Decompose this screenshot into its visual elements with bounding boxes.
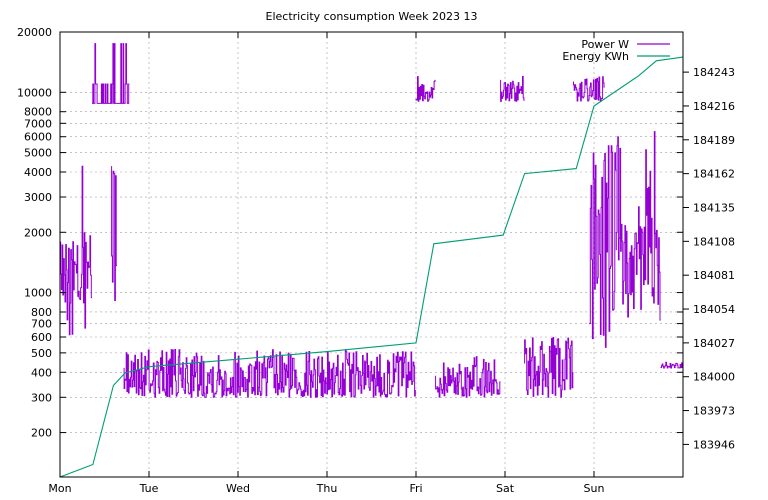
energy-series-line <box>59 56 684 478</box>
power-series-segment <box>524 336 574 398</box>
power-series-segment <box>500 76 525 102</box>
x-tick-label: Sun <box>584 482 605 495</box>
y2-tick-label: 184081 <box>693 269 735 282</box>
chart-title: Electricity consumption Week 2023 13 <box>266 10 478 23</box>
y2-tick-label: 183973 <box>693 405 735 418</box>
x-tick-label: Mon <box>48 482 71 495</box>
y2-tick-label: 184000 <box>693 371 735 384</box>
x-tick-label: Tue <box>139 482 159 495</box>
y-tick-label: 500 <box>31 347 52 360</box>
power-series-segment <box>589 145 617 348</box>
power-series-segment <box>660 361 683 369</box>
power-series-segment <box>92 43 130 104</box>
power-series-segment <box>59 165 92 336</box>
x-tick-label: Wed <box>226 482 250 495</box>
power-series-segment <box>111 166 117 301</box>
y2-tick-label: 184216 <box>693 100 735 113</box>
y2-tick-label: 184135 <box>693 201 735 214</box>
legend-label: Power W <box>581 38 629 51</box>
power-series-segment <box>615 131 661 321</box>
x-tick-label: Thu <box>316 482 338 495</box>
y2-tick-label: 183946 <box>693 438 735 451</box>
y-tick-label: 3000 <box>24 191 52 204</box>
y-tick-label: 4000 <box>24 166 52 179</box>
y-tick-label: 300 <box>31 391 52 404</box>
power-series-segment <box>573 76 605 102</box>
y-tick-label: 1000 <box>24 287 52 300</box>
y2-tick-label: 184027 <box>693 337 735 350</box>
y-tick-label: 400 <box>31 366 52 379</box>
y2-tick-label: 184054 <box>693 303 735 316</box>
series-layer <box>59 43 684 478</box>
legend-label: Energy KWh <box>562 50 629 63</box>
y-tick-label: 700 <box>31 318 52 331</box>
y-tick-label: 5000 <box>24 147 52 160</box>
y-tick-label: 7000 <box>24 117 52 130</box>
y2-tick-label: 184108 <box>693 235 735 248</box>
y2-tick-label: 184162 <box>693 168 735 181</box>
y-tick-label: 800 <box>31 306 52 319</box>
x-tick-label: Sat <box>496 482 515 495</box>
power-series-segment <box>435 356 501 398</box>
x-tick-label: Fri <box>409 482 422 495</box>
y-tick-label: 10000 <box>17 86 52 99</box>
y-tick-label: 8000 <box>24 106 52 119</box>
y-tick-label: 2000 <box>24 226 52 239</box>
plot-border <box>59 31 684 478</box>
power-series-segment <box>415 76 436 102</box>
y-tick-label: 6000 <box>24 131 52 144</box>
y-tick-label: 600 <box>31 331 52 344</box>
y2-tick-label: 184189 <box>693 134 735 147</box>
y-tick-label: 200 <box>31 427 52 440</box>
y2-tick-label: 184243 <box>693 66 735 79</box>
y-tick-label: 20000 <box>17 26 52 39</box>
power-series-segment <box>123 349 416 398</box>
